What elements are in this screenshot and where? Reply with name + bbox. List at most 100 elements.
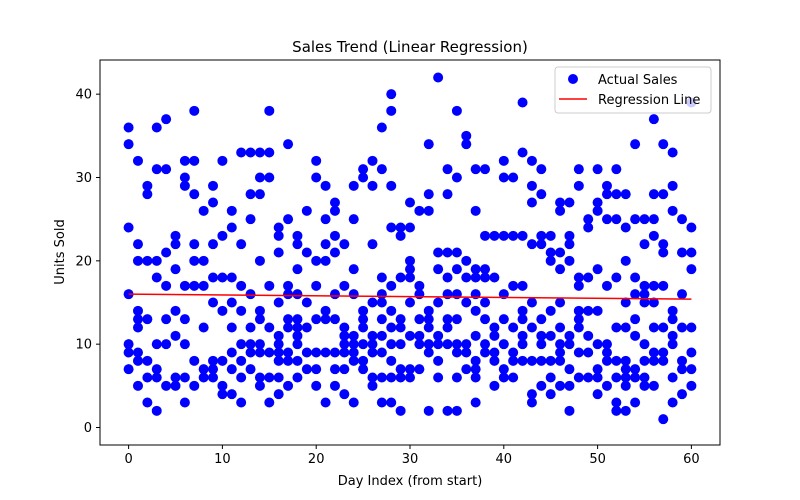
data-point [189,105,200,116]
data-point [132,314,143,325]
data-point [583,330,594,341]
data-point [658,347,669,358]
data-point [179,397,190,408]
data-point [498,314,509,325]
data-point [348,347,359,358]
data-point [170,230,181,241]
data-point [273,339,284,350]
data-point [376,164,387,175]
data-point [620,355,631,366]
data-point [179,372,190,383]
data-point [142,255,153,266]
data-point [508,322,519,333]
data-point [620,372,631,383]
data-point [517,147,528,158]
data-point [254,147,265,158]
data-point [123,347,134,358]
data-point [630,364,641,375]
data-point [254,347,265,358]
data-point [526,389,537,400]
data-point [573,180,584,191]
data-point [517,97,528,108]
data-point [367,239,378,250]
data-point [226,272,237,283]
data-point [461,339,472,350]
data-point [461,139,472,150]
x-tick-label: 30 [402,452,419,467]
data-point [620,255,631,266]
data-point [470,305,481,316]
data-point [339,322,350,333]
data-point [395,372,406,383]
data-point [254,372,265,383]
data-point [451,264,462,275]
data-point [142,314,153,325]
data-point [395,314,406,325]
data-point [161,380,172,391]
data-point [358,305,369,316]
data-point [611,405,622,416]
data-point [292,239,303,250]
y-tick-label: 10 [75,338,92,353]
data-point [264,105,275,116]
data-point [498,339,509,350]
y-tick-label: 20 [75,254,92,269]
data-point [545,305,556,316]
data-point [358,322,369,333]
data-point [526,180,537,191]
data-point [395,339,406,350]
data-point [648,322,659,333]
data-point [273,389,284,400]
data-point [648,114,659,125]
data-point [592,264,603,275]
data-point [320,214,331,225]
data-point [564,239,575,250]
data-point [470,364,481,375]
data-point [170,305,181,316]
data-point [348,264,359,275]
data-point [470,330,481,341]
y-tick-label: 30 [75,171,92,186]
data-point [470,372,481,383]
data-point [236,372,247,383]
data-point [489,355,500,366]
data-point [329,205,340,216]
data-point [320,347,331,358]
data-point [236,305,247,316]
data-point [517,330,528,341]
data-point [254,255,265,266]
data-point [648,355,659,366]
data-point [686,380,697,391]
data-point [611,272,622,283]
data-point [292,314,303,325]
data-point [386,372,397,383]
data-point [526,397,537,408]
data-point [189,280,200,291]
data-point [686,347,697,358]
data-point [273,347,284,358]
data-point [630,139,641,150]
data-point [283,214,294,225]
data-point [217,380,228,391]
data-point [189,239,200,250]
data-point [386,222,397,233]
data-point [179,155,190,166]
data-point [620,322,631,333]
data-point [236,239,247,250]
data-point [161,280,172,291]
data-point [198,372,209,383]
data-point [414,330,425,341]
data-point [367,347,378,358]
data-point [376,272,387,283]
data-point [179,172,190,183]
data-point [273,247,284,258]
data-point [132,347,143,358]
data-point [480,272,491,283]
data-point [226,389,237,400]
data-point [376,297,387,308]
data-point [573,314,584,325]
data-point [245,347,256,358]
data-point [658,280,669,291]
chart-title: Sales Trend (Linear Regression) [292,38,528,56]
data-point [517,305,528,316]
